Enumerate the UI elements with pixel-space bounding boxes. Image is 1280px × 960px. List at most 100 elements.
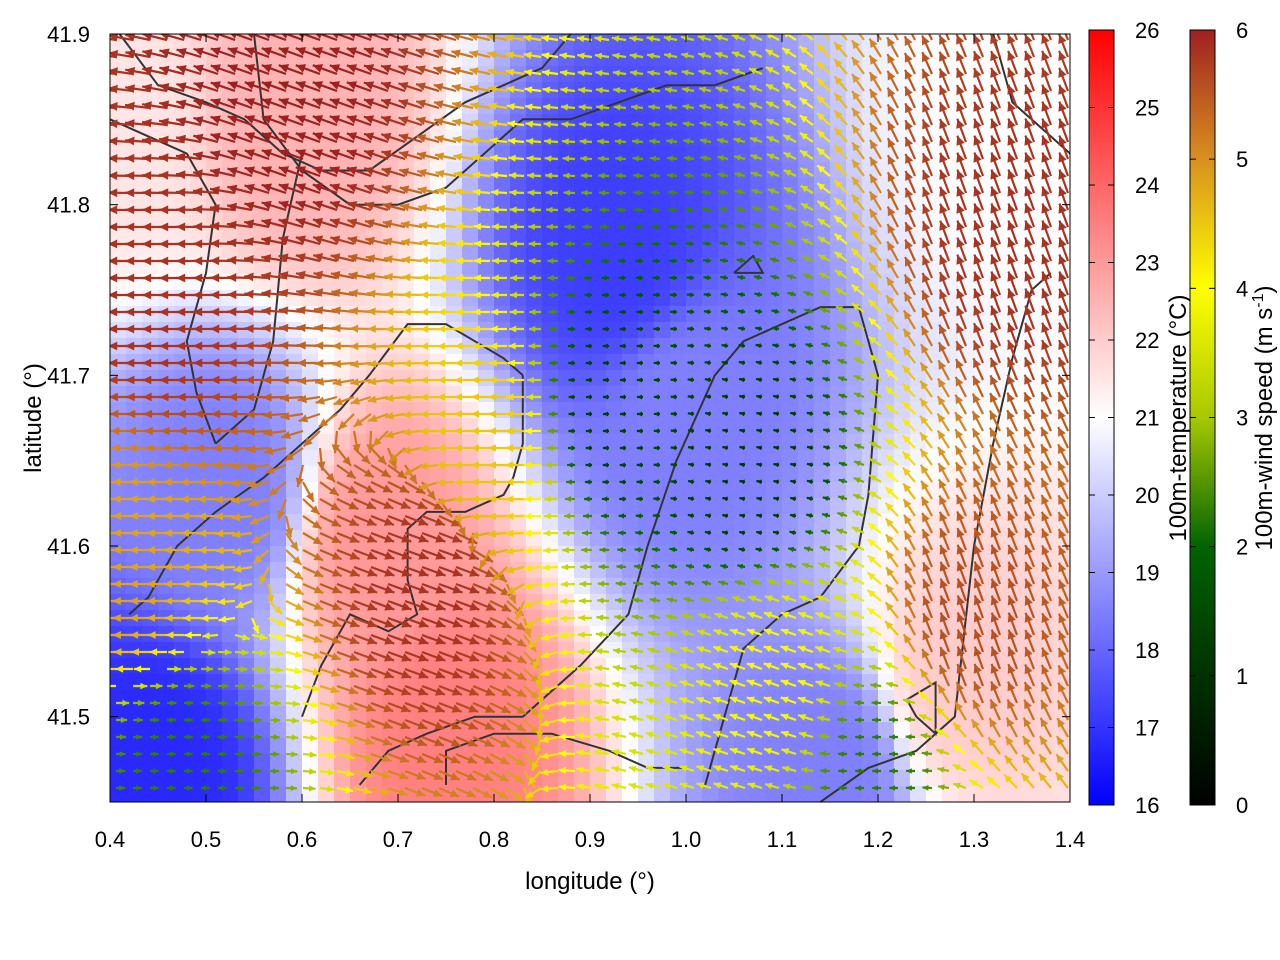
heatmap-cell (574, 322, 591, 339)
heatmap-cell (158, 594, 175, 611)
heatmap-cell (830, 754, 847, 771)
heatmap-cell (510, 226, 527, 243)
heatmap-cell (750, 482, 767, 499)
heatmap-cell (878, 274, 895, 291)
heatmap-cell (638, 466, 655, 483)
heatmap-cell (606, 562, 623, 579)
heatmap-cell (174, 50, 191, 67)
heatmap-cell (254, 610, 271, 627)
heatmap-cell (574, 418, 591, 435)
heatmap-cell (622, 210, 639, 227)
heatmap-cell (830, 274, 847, 291)
heatmap-cell (270, 258, 287, 275)
heatmap-cell (430, 242, 447, 259)
heatmap-cell (734, 274, 751, 291)
heatmap-cell (494, 498, 511, 515)
heatmap-cell (702, 578, 719, 595)
heatmap-cell (590, 370, 607, 387)
heatmap-cell (958, 770, 975, 787)
heatmap-cell (526, 402, 543, 419)
heatmap-cell (654, 418, 671, 435)
heatmap-cell (494, 226, 511, 243)
heatmap-cell (670, 594, 687, 611)
heatmap-cell (254, 482, 271, 499)
heatmap-cell (382, 434, 399, 451)
heatmap-cell (654, 322, 671, 339)
heatmap-cell (286, 754, 303, 771)
heatmap-cell (606, 242, 623, 259)
heatmap-cell (606, 402, 623, 419)
heatmap-cell (446, 226, 463, 243)
heatmap-cell (206, 690, 223, 707)
heatmap-cell (430, 466, 447, 483)
heatmap-cell (286, 50, 303, 67)
heatmap-cell (766, 162, 783, 179)
heatmap-cell (942, 306, 959, 323)
heatmap-cell (174, 498, 191, 515)
heatmap-cell (1022, 786, 1039, 802)
heatmap-cell (654, 146, 671, 163)
heatmap-cell (718, 258, 735, 275)
heatmap-cell (398, 226, 415, 243)
heatmap-cell (558, 770, 575, 787)
heatmap-cell (814, 386, 831, 403)
heatmap-cell (846, 754, 863, 771)
heatmap-cell (1006, 98, 1023, 115)
heatmap-cell (558, 482, 575, 499)
heatmap-cell (782, 258, 799, 275)
heatmap-cell (126, 322, 143, 339)
heatmap-cell (222, 674, 239, 691)
heatmap-cell (574, 370, 591, 387)
wind-arrow-head (91, 120, 100, 129)
heatmap-cell (158, 578, 175, 595)
heatmap-cell (606, 258, 623, 275)
heatmap-cell (1054, 434, 1070, 451)
heatmap-cell (254, 562, 271, 579)
heatmap-cell (574, 386, 591, 403)
heatmap-cell (638, 354, 655, 371)
heatmap-cell (622, 50, 639, 67)
wind-arrow-head (91, 240, 100, 249)
heatmap-cell (398, 450, 415, 467)
heatmap-cell (670, 194, 687, 211)
heatmap-cell (830, 386, 847, 403)
heatmap-cell (270, 738, 287, 755)
heatmap-cell (542, 274, 559, 291)
heatmap-cell (558, 322, 575, 339)
heatmap-cell (670, 210, 687, 227)
heatmap-cell (798, 498, 815, 515)
heatmap-cell (590, 578, 607, 595)
heatmap-cell (606, 210, 623, 227)
heatmap-cell (958, 786, 975, 802)
heatmap-cell (622, 306, 639, 323)
heatmap-cell (174, 226, 191, 243)
heatmap-cell (222, 450, 239, 467)
heatmap-cell (750, 450, 767, 467)
heatmap-cell (894, 354, 911, 371)
heatmap-cell (542, 210, 559, 227)
heatmap-cell (414, 402, 431, 419)
heatmap-cell (830, 690, 847, 707)
heatmap-cell (574, 674, 591, 691)
heatmap-cell (302, 194, 319, 211)
heatmap-cell (782, 722, 799, 739)
heatmap-cell (574, 578, 591, 595)
heatmap-cell (334, 402, 351, 419)
heatmap-cell (606, 290, 623, 307)
heatmap-cell (590, 594, 607, 611)
heatmap-cell (206, 466, 223, 483)
heatmap-cell (702, 450, 719, 467)
heatmap-cell (1054, 162, 1070, 179)
heatmap-cell (718, 498, 735, 515)
heatmap-cell (478, 226, 495, 243)
heatmap-cell (526, 130, 543, 147)
heatmap-cell (494, 402, 511, 419)
heatmap-cell (446, 370, 463, 387)
heatmap-cell (862, 754, 879, 771)
heatmap-cell (590, 498, 607, 515)
heatmap-cell (766, 418, 783, 435)
heatmap-cell (606, 482, 623, 499)
heatmap-cell (494, 546, 511, 563)
heatmap-cell (222, 322, 239, 339)
heatmap-cell (926, 274, 943, 291)
